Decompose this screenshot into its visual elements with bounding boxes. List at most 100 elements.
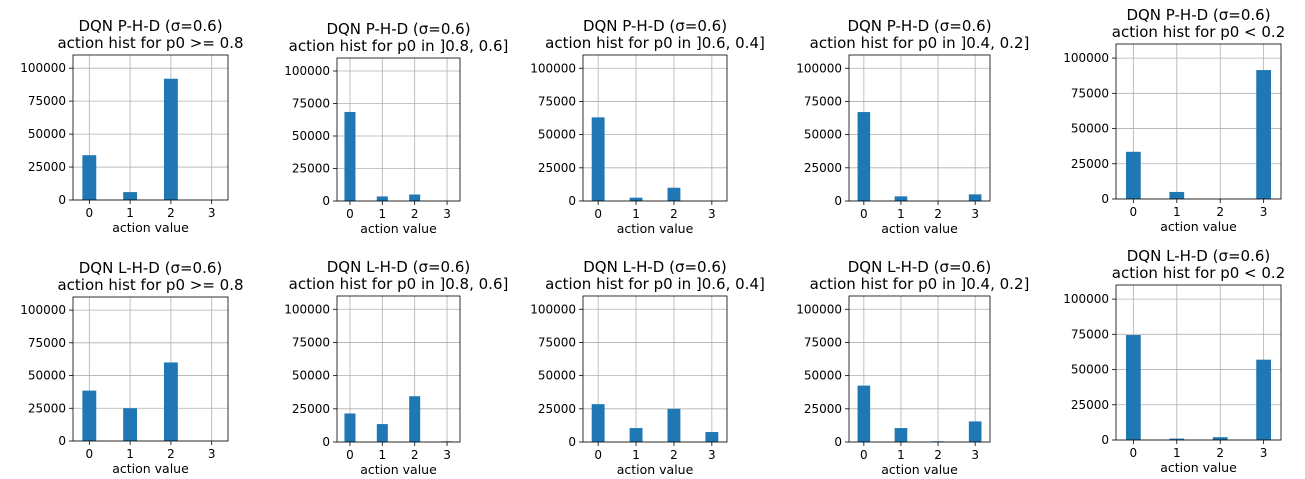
x-tick-label: 2 [167,447,175,461]
y-tick-label: 75000 [538,335,576,349]
histogram-bar [1125,151,1141,199]
x-tick-label: 0 [594,207,602,221]
x-axis-label: action value [112,461,189,476]
x-tick-label: 2 [934,448,942,462]
y-tick-label: 50000 [292,369,330,383]
x-tick-label: 2 [934,207,942,221]
axes-frame [582,54,728,202]
histogram-bar [376,196,388,201]
histogram-panel: 0 25000 50000 75000 100000 0 1 2 3 action value DQ… [20,259,243,476]
x-tick-label: 1 [632,207,640,221]
y-tick-label: 100000 [284,302,330,316]
y-tick-label: 100000 [284,64,330,78]
chart-title-line-2: action hist for p0 >= 0.8 [57,34,243,52]
chart-title-line-2: action hist for p0 in ]0.4, 0.2] [810,275,1030,293]
chart-title-line-1: DQN P-H-D (σ=0.6) [847,17,991,35]
y-tick-label: 100000 [796,61,842,75]
x-tick-label: 0 [860,448,868,462]
histogram-bar [857,385,871,442]
histogram-panel: 0 25000 50000 75000 100000 0 1 2 3 action value DQ… [1063,6,1285,234]
x-tick-label: 3 [1260,446,1268,460]
histogram-bar [894,428,908,442]
x-tick-label: 1 [378,448,386,462]
y-tick-label: 50000 [1071,122,1109,136]
y-tick-label: 75000 [538,94,576,108]
y-tick-label: 50000 [538,128,576,142]
y-tick-label: 0 [58,193,66,207]
x-tick-label: 1 [1173,446,1181,460]
y-tick-label: 50000 [804,128,842,142]
x-tick-label: 1 [378,207,386,221]
x-tick-label: 0 [1130,446,1138,460]
histogram-bar [344,413,356,442]
y-tick-label: 100000 [530,302,576,316]
chart-title-line-1: DQN P-H-D (σ=0.6) [583,17,727,35]
histogram-panel: 0 25000 50000 75000 100000 0 1 2 3 action value DQ… [796,258,1029,477]
y-tick-label: 25000 [538,161,576,175]
y-tick-label: 25000 [1071,398,1109,412]
x-tick-label: 3 [208,206,216,220]
x-tick-label: 0 [85,206,93,220]
y-tick-label: 25000 [1071,157,1109,171]
y-tick-label: 100000 [1063,51,1109,65]
x-tick-label: 3 [708,448,716,462]
chart-title-line-2: action hist for p0 in ]0.6, 0.4] [545,275,765,293]
histogram-bar [667,187,681,201]
x-tick-label: 2 [1216,205,1224,219]
axes-frame [1115,43,1282,200]
chart-title-line-1: DQN P-H-D (σ=0.6) [78,17,222,35]
x-tick-label: 2 [167,206,175,220]
x-tick-label: 0 [1130,205,1138,219]
histogram-bar [629,428,643,442]
y-tick-label: 25000 [538,402,576,416]
histogram-panel: 0 25000 50000 75000 100000 0 1 2 3 action value DQ… [530,17,765,236]
x-tick-label: 2 [411,448,419,462]
y-tick-label: 0 [322,435,330,449]
chart-title-line-2: action hist for p0 in ]0.8, 0.6] [289,37,509,55]
x-tick-label: 0 [346,448,354,462]
histogram-bar [409,396,421,442]
y-tick-label: 25000 [804,402,842,416]
histogram-bar [968,421,982,442]
histogram-bar [163,78,178,200]
chart-title-line-1: DQN P-H-D (σ=0.6) [1126,6,1270,24]
y-tick-label: 50000 [28,127,66,141]
histogram-panel: 0 25000 50000 75000 100000 0 1 2 3 action value DQ… [530,258,765,477]
chart-title-line-2: action hist for p0 in ]0.4, 0.2] [810,34,1030,52]
y-tick-label: 50000 [28,369,66,383]
histogram-bar [629,197,643,201]
x-tick-label: 1 [632,448,640,462]
axes-frame [336,295,461,443]
histogram-bar [163,362,178,441]
y-tick-label: 100000 [530,61,576,75]
x-tick-label: 2 [670,207,678,221]
y-tick-label: 25000 [28,401,66,415]
x-tick-label: 2 [1216,446,1224,460]
x-tick-label: 3 [708,207,716,221]
y-tick-label: 100000 [20,303,66,317]
x-axis-label: action value [1160,460,1237,475]
histogram-bar [123,192,138,200]
histogram-bar [1212,437,1228,440]
y-tick-label: 0 [568,194,576,208]
histogram-bar [123,408,138,441]
x-tick-label: 3 [443,207,451,221]
x-axis-label: action value [360,462,437,477]
chart-title-line-2: action hist for p0 < 0.2 [1112,264,1286,282]
chart-title-line-1: DQN L-H-D (σ=0.6) [79,259,223,277]
histogram-bar [968,194,982,201]
histogram-bar [591,404,605,442]
histogram-panel: 0 25000 50000 75000 100000 0 1 2 3 action value DQ… [796,17,1029,236]
chart-title-line-2: action hist for p0 in ]0.8, 0.6] [289,275,509,293]
y-tick-label: 0 [58,434,66,448]
y-tick-label: 75000 [804,335,842,349]
histogram-bar [82,390,97,441]
x-tick-label: 0 [346,207,354,221]
axes-frame [1115,284,1282,441]
x-tick-label: 3 [1260,205,1268,219]
x-tick-label: 1 [897,448,905,462]
histogram-bar [376,424,388,442]
y-tick-label: 75000 [292,97,330,111]
y-tick-label: 75000 [292,335,330,349]
y-tick-label: 75000 [28,94,66,108]
